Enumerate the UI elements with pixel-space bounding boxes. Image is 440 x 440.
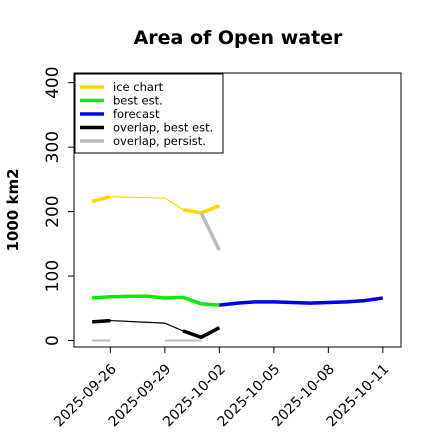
chart-title: Area of Open water [134, 27, 343, 49]
legend-label-ice-chart: ice chart [113, 80, 164, 94]
y-tick-label-200: 200 [43, 195, 63, 227]
y-tick-label-100: 100 [43, 260, 63, 292]
series-best-est-segment-0 [92, 294, 220, 307]
series-overlap-persist [92, 212, 221, 342]
series-overlap-persist-segment-2 [199, 212, 221, 252]
legend-label-overlap-persist: overlap, persist. [113, 134, 206, 148]
y-tick-label-400: 400 [43, 66, 63, 98]
legend-label-overlap-best-est: overlap, best est. [113, 121, 213, 135]
series-ice-chart-segment-0 [91, 195, 111, 203]
series-best-est [92, 294, 220, 307]
legend-label-forecast: forecast [113, 107, 160, 121]
series-overlap-best-est-line [92, 319, 220, 338]
plot-frame [73, 72, 402, 348]
y-tick-label-0: 0 [43, 335, 63, 346]
y-axis: 0 100 200 300 400 [43, 66, 74, 346]
series-ice-chart-segment-1 [182, 204, 220, 215]
series-layer [91, 195, 384, 342]
y-axis-label: 1000 km2 [4, 168, 22, 251]
legend-label-best-est: best est. [113, 94, 163, 108]
series-overlap-best-est-segment-1 [182, 326, 221, 340]
x-axis: 2025-09-262025-09-292025-10-022025-10-05… [51, 347, 392, 430]
series-overlap-best-est-segment-0 [92, 318, 111, 324]
y-tick-label-300: 300 [43, 131, 63, 163]
series-overlap-best-est [92, 318, 221, 340]
series-forecast-segment-0 [219, 296, 384, 307]
series-ice-chart-line [92, 196, 220, 214]
series-forecast [219, 296, 384, 307]
series-ice-chart [91, 195, 220, 215]
